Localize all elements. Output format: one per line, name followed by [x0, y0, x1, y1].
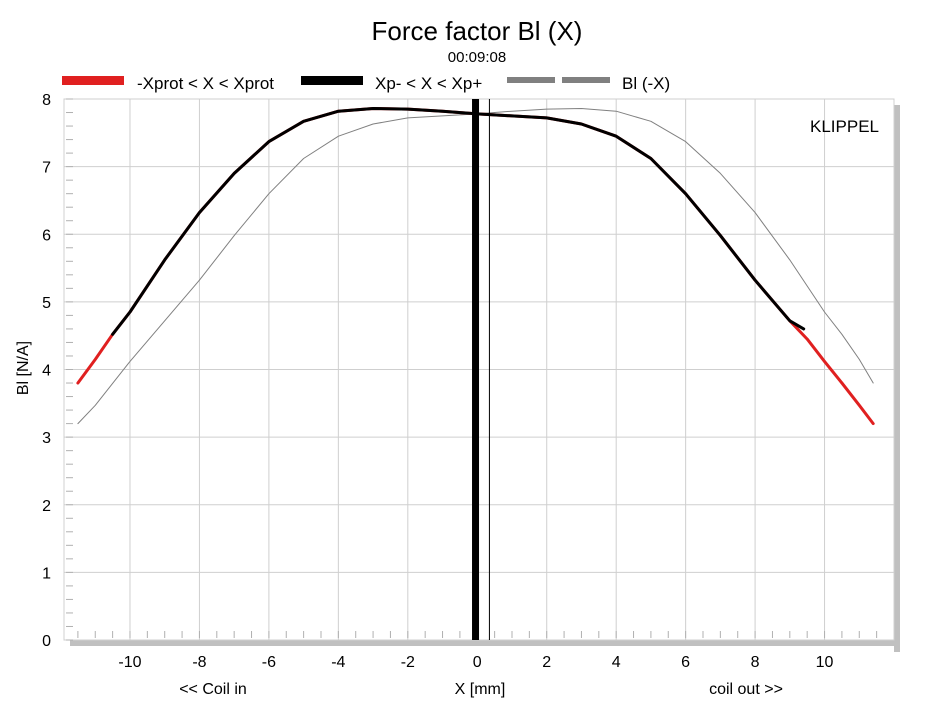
x-tick-label: -4 [331, 654, 345, 671]
x-axis-label-right: coil out >> [709, 681, 783, 698]
x-tick-label: 0 [473, 654, 482, 671]
series-layer [76, 107, 875, 426]
plot-shadow-right [894, 105, 900, 652]
brand-watermark: KLIPPEL [810, 117, 879, 136]
legend-swatch-red [62, 76, 124, 85]
plot-frame [63, 98, 900, 652]
x-axis-label: X [mm] [455, 681, 506, 698]
y-tick-label: 5 [42, 295, 51, 312]
x-axis-label-left: << Coil in [179, 681, 247, 698]
series-line-2 [77, 108, 874, 425]
x-tick-label: 6 [681, 654, 690, 671]
y-tick-label: 6 [42, 227, 51, 244]
chart-title: Force factor Bl (X) [372, 16, 583, 46]
y-tick-label: 2 [42, 498, 51, 515]
x-tick-label: -8 [192, 654, 206, 671]
y-tick-label: 1 [42, 565, 51, 582]
x-tick-label: 2 [542, 654, 551, 671]
x-tick-label: -6 [262, 654, 276, 671]
x-tick-label: -2 [401, 654, 415, 671]
y-tick-label: 7 [42, 160, 51, 177]
legend-label-xprot: -Xprot < X < Xprot [137, 74, 274, 93]
y-tick-label: 0 [42, 633, 51, 650]
y-axis-label: Bl [N/A] [15, 341, 32, 395]
y-tick-label: 3 [42, 430, 51, 447]
legend: -Xprot < X < Xprot Xp- < X < Xp+ Bl (-X) [62, 74, 670, 93]
x-tick-label: 10 [816, 654, 834, 671]
legend-label-xp: Xp- < X < Xp+ [375, 74, 482, 93]
chart-subtitle: 00:09:08 [448, 49, 506, 66]
legend-label-blminus: Bl (-X) [622, 74, 670, 93]
legend-swatch-black [301, 76, 363, 85]
x-tick-label: 4 [612, 654, 621, 671]
tick-labels: -10 -8 -6 -4 -2 0 2 4 6 8 10 0 1 2 3 4 5 6 7 8 [42, 92, 833, 671]
legend-swatch-gray-1 [507, 77, 555, 83]
x-tick-label: 8 [751, 654, 760, 671]
minor-ticks [66, 98, 878, 641]
y-tick-label: 8 [42, 92, 51, 109]
series-line-1 [111, 107, 806, 336]
vertical-markers [472, 99, 490, 640]
x-tick-label: -10 [118, 654, 141, 671]
y-tick-label: 4 [42, 363, 51, 380]
legend-swatch-gray-2 [562, 77, 610, 83]
plot-shadow-bottom [70, 640, 900, 646]
